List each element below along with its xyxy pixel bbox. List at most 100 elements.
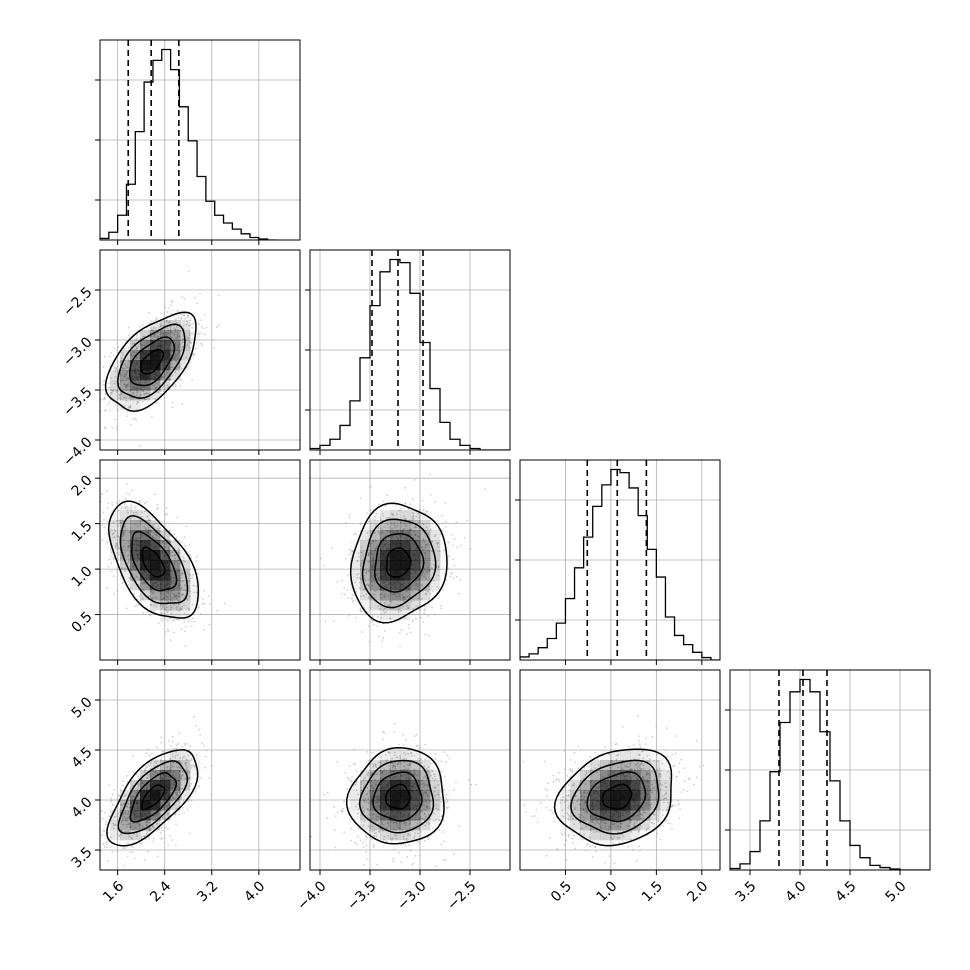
sample-point	[433, 579, 435, 582]
sample-point	[374, 783, 377, 786]
sample-point	[174, 337, 177, 340]
sample-point	[147, 347, 150, 350]
sample-point	[171, 566, 174, 569]
sample-point	[427, 836, 429, 839]
sample-point	[119, 521, 122, 524]
sample-point	[442, 751, 445, 754]
sample-point	[176, 353, 179, 356]
sample-point	[127, 326, 130, 329]
sample-point	[155, 328, 158, 331]
sample-point	[388, 538, 390, 540]
sample-point	[162, 390, 165, 393]
sample-point	[371, 751, 374, 754]
sample-point	[197, 332, 200, 335]
density-cell	[180, 750, 191, 761]
density-cell	[120, 400, 131, 411]
sample-point	[164, 545, 166, 548]
sample-point	[115, 390, 118, 393]
sample-point	[156, 767, 159, 770]
sample-point	[124, 530, 126, 533]
sample-point	[143, 344, 146, 347]
sample-point	[129, 406, 132, 409]
sample-point	[434, 753, 437, 755]
sample-point	[178, 791, 181, 794]
sample-point	[145, 777, 148, 779]
sample-point	[118, 394, 121, 397]
sample-point	[416, 585, 419, 588]
sample-point	[179, 335, 181, 338]
sample-point	[369, 485, 372, 488]
sample-point	[174, 812, 177, 815]
sample-point	[416, 744, 419, 747]
sample-point	[429, 592, 432, 595]
sample-point	[354, 841, 357, 844]
sample-point	[171, 401, 174, 404]
sample-point	[125, 386, 127, 389]
sample-point	[357, 572, 360, 575]
sample-point	[107, 403, 110, 406]
sample-point	[398, 826, 401, 828]
sample-point	[141, 400, 144, 403]
density-cell	[170, 780, 181, 791]
sample-point	[108, 784, 111, 787]
density-cell	[390, 560, 401, 571]
density-cell	[150, 370, 161, 381]
sample-point	[420, 783, 423, 786]
sample-point	[159, 527, 162, 529]
sample-point	[171, 551, 174, 554]
sample-point	[170, 331, 173, 334]
sample-point	[203, 744, 205, 747]
sample-point	[148, 775, 151, 778]
sample-point	[379, 769, 382, 772]
sample-point	[112, 521, 115, 524]
sample-point	[375, 832, 378, 834]
sample-point	[187, 754, 190, 756]
sample-point	[132, 511, 135, 514]
sample-point	[435, 542, 438, 544]
density-cell	[130, 540, 141, 551]
sample-point	[105, 823, 107, 826]
sample-point	[434, 758, 437, 761]
sample-point	[373, 845, 376, 848]
density-cell	[360, 780, 371, 791]
sample-point	[119, 811, 122, 814]
sample-point	[158, 326, 160, 329]
sample-point	[174, 329, 176, 331]
sample-point	[367, 772, 370, 774]
sample-point	[165, 826, 167, 829]
sample-point	[159, 323, 162, 326]
sample-point	[113, 367, 116, 369]
sample-point	[368, 570, 371, 573]
sample-point	[121, 520, 124, 523]
sample-point	[96, 854, 98, 856]
sample-point	[144, 527, 147, 530]
sample-point	[175, 595, 178, 598]
sample-point	[140, 519, 143, 522]
sample-point	[368, 802, 371, 805]
sample-point	[106, 533, 109, 535]
sample-point	[155, 769, 157, 772]
sample-point	[375, 512, 378, 515]
sample-point	[428, 550, 431, 553]
sample-point	[420, 789, 423, 792]
hist-panel-0	[95, 39, 301, 241]
sample-point	[108, 382, 111, 385]
sample-point	[434, 501, 437, 503]
density-cell	[380, 570, 391, 581]
sample-point	[367, 825, 370, 828]
sample-point	[122, 354, 125, 357]
sample-point	[393, 848, 396, 851]
sample-point	[392, 860, 395, 862]
sample-point	[346, 589, 349, 592]
sample-point	[135, 402, 138, 405]
sample-point	[437, 808, 440, 811]
density-cell	[440, 550, 450, 560]
sample-point	[157, 381, 160, 383]
sample-point	[163, 545, 166, 548]
sample-point	[193, 353, 196, 356]
sample-point	[192, 716, 195, 718]
density-cell	[370, 820, 381, 831]
sample-point	[409, 503, 412, 506]
sample-point	[389, 600, 391, 602]
sample-point	[185, 356, 188, 359]
